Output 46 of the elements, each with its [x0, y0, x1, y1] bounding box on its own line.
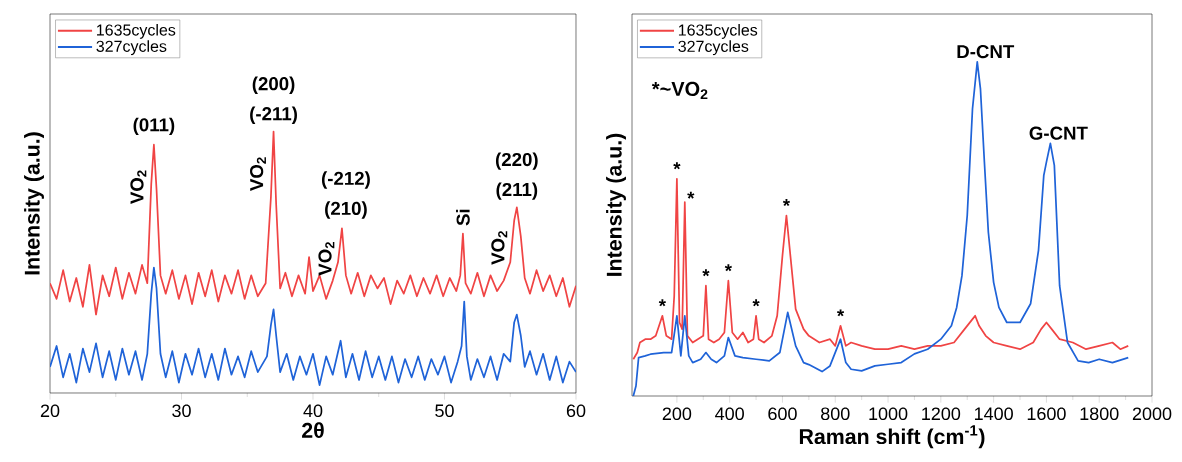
annotation: *~VO$_{2}$: [651, 81, 708, 99]
x-tick-label: 1400: [974, 407, 1013, 421]
x-tick-label: 1600: [1027, 407, 1066, 421]
annotation: *: [658, 299, 666, 307]
annotation: *: [673, 162, 681, 170]
x-tick-label: 1000: [869, 407, 908, 421]
annotation: (-212): [321, 171, 370, 189]
annotation: *: [724, 264, 732, 272]
annotation: *: [752, 299, 760, 307]
x-tick-label: 2000: [1132, 407, 1172, 421]
x-tick-label: 800: [821, 407, 850, 421]
x-tick-label: 400: [715, 407, 744, 421]
annotation: (210): [325, 201, 367, 219]
legend-label: 1635cycles: [678, 24, 758, 39]
x-tick-label: 1800: [1080, 407, 1119, 421]
y-axis-title: Intensity (a.u.): [24, 132, 44, 275]
annotation: (011): [133, 117, 175, 136]
annotation: D-CNT: [957, 44, 1015, 59]
annotation: *: [702, 269, 710, 277]
legend-label: 327cycles: [678, 40, 749, 56]
annotation: (211): [496, 182, 538, 200]
x-tick-label: 50: [435, 404, 454, 418]
x-tick-label: 40: [303, 404, 323, 418]
x-axis-title: 2θ: [302, 422, 324, 438]
x-tick-label: 60: [566, 404, 586, 418]
x-tick-label: 600: [768, 407, 797, 421]
x-axis-title: Raman shift (cm$^{-1}$): [799, 425, 985, 449]
annotation: G-CNT: [1029, 126, 1088, 140]
annotation: (-211): [250, 106, 297, 125]
x-tick-label: 20: [40, 404, 60, 418]
annotation: VO$_{2}$: [130, 170, 147, 205]
annotation: Si: [456, 209, 470, 226]
legend-label: 327cycles: [96, 40, 167, 56]
annotation: *: [687, 191, 695, 199]
legend-label: 1635cycles: [97, 23, 176, 39]
annotation: VO$_{2}$: [318, 242, 335, 276]
annotation: *: [836, 309, 845, 317]
annotation: VO$_{2}$: [491, 231, 508, 265]
x-tick-label: 200: [662, 407, 692, 421]
annotation: (200): [252, 76, 295, 95]
annotation: *: [782, 199, 791, 207]
annotation: (220): [495, 152, 538, 170]
annotation: VO$_{2}$: [250, 157, 266, 191]
x-tick-label: 30: [172, 404, 191, 418]
x-tick-label: 1200: [922, 407, 961, 421]
y-axis-title: Intensity (a.u.): [606, 133, 626, 276]
